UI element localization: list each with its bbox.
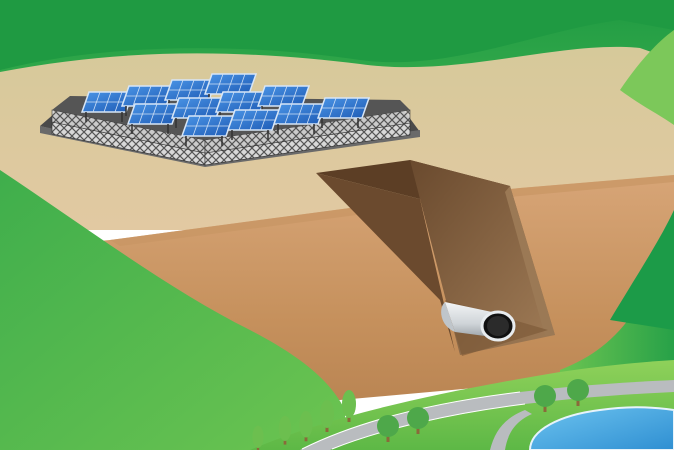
right-hill bbox=[560, 230, 674, 390]
drainage-pipe bbox=[441, 302, 516, 342]
right-hill-top bbox=[620, 30, 674, 125]
solar-panels bbox=[80, 73, 371, 146]
tree bbox=[320, 400, 334, 432]
tree bbox=[534, 385, 556, 412]
tree bbox=[252, 425, 264, 450]
pond bbox=[528, 406, 674, 450]
tree bbox=[278, 415, 292, 445]
trees bbox=[252, 379, 589, 450]
solar-panel bbox=[316, 97, 371, 128]
cut-face bbox=[110, 175, 674, 246]
tree bbox=[407, 407, 429, 434]
tree bbox=[342, 390, 356, 422]
left-hill bbox=[0, 170, 345, 450]
solar-panel bbox=[226, 109, 281, 140]
tree bbox=[567, 379, 589, 406]
solar-panel bbox=[272, 103, 327, 134]
solar-panel bbox=[256, 85, 311, 116]
tree bbox=[299, 410, 313, 442]
solar-panel bbox=[80, 91, 135, 122]
solar-panel bbox=[180, 115, 235, 146]
solar-farm bbox=[40, 73, 420, 167]
tree bbox=[377, 415, 399, 442]
